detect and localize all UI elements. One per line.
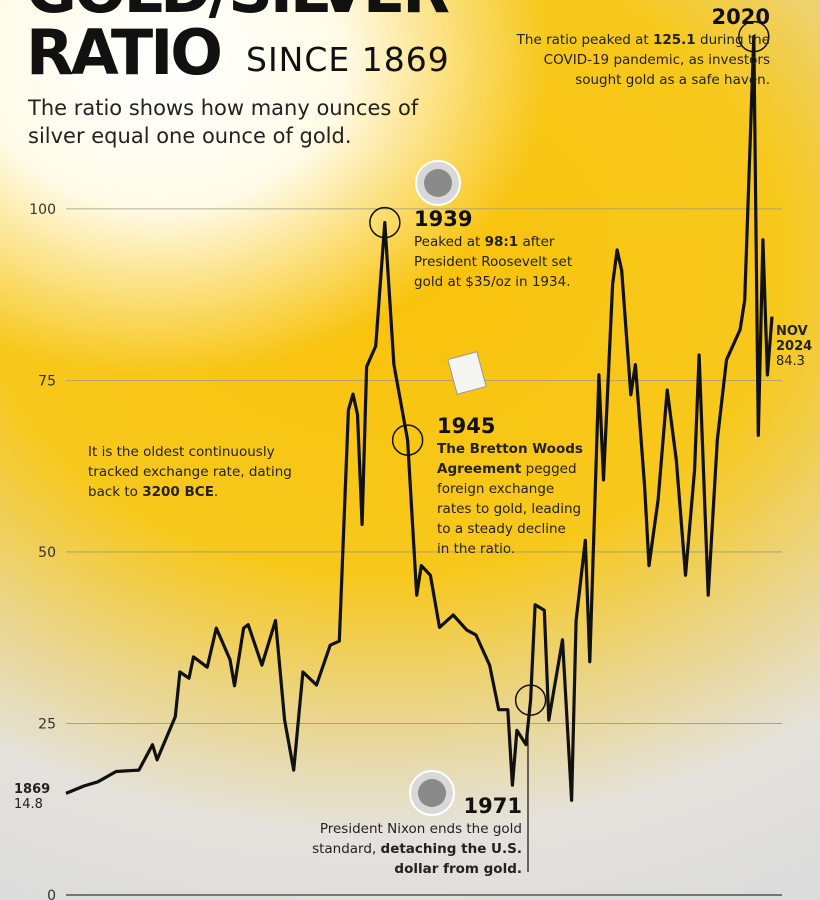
annotation-text: foreign exchange: [437, 481, 555, 497]
start-value: 14.8: [14, 797, 43, 812]
title: GOLD/SILVER: [26, 0, 450, 22]
start-label: 1869 14.8: [14, 782, 50, 812]
annotation-text: Peaked at: [414, 234, 485, 250]
annotation-text: President Roosevelt set: [414, 254, 573, 270]
annotation-text: .: [213, 484, 219, 500]
annotation-line: gold at $35/oz in 1934.: [414, 272, 572, 292]
annotation-line: The ratio peaked at 125.1 during the: [517, 30, 770, 50]
document-icon: [447, 351, 487, 395]
annotation-text: President Nixon ends the gold: [319, 821, 522, 837]
annotation-line: standard, detaching the U.S.: [312, 839, 522, 859]
annotation-text: back to: [88, 484, 143, 500]
annotation: 1945 The Bretton Woods Agreement pegged for…: [437, 413, 583, 559]
annotation-year: 2020: [711, 5, 770, 29]
annotation-line: President Nixon ends the gold: [312, 819, 522, 839]
annotation: 2020 The ratio peaked at 125.1 during the…: [517, 4, 770, 90]
annotation-text: It is the oldest continuously: [88, 444, 275, 460]
y-tick-label: 0: [47, 888, 56, 900]
end-label: NOV 2024 84.3: [776, 324, 820, 369]
annotation-line: tracked exchange rate, dating: [88, 462, 292, 482]
annotation: 1939 Peaked at 98:1 after President Roosev…: [414, 206, 572, 292]
coin-portrait: [418, 779, 446, 807]
annotation-text: during the: [695, 32, 770, 48]
annotation-text: Agreement: [437, 461, 522, 477]
y-tick-label: 50: [38, 545, 56, 561]
annotation-line: rates to gold, leading: [437, 499, 583, 519]
annotation-year: 1939: [414, 207, 473, 231]
annotation-text: 3200 BCE: [142, 484, 214, 500]
end-value: 84.3: [776, 354, 805, 369]
annotation-text: after: [518, 234, 555, 250]
annotation-line: back to 3200 BCE.: [88, 482, 292, 502]
annotation-line: Peaked at 98:1 after: [414, 232, 572, 252]
annotation-year: 1971: [463, 794, 522, 818]
annotation-line: dollar from gold.: [312, 859, 522, 879]
annotation-line: foreign exchange: [437, 479, 583, 499]
axis-layer: 0 25 50 75 100: [29, 202, 782, 900]
highlight-circle: [369, 206, 401, 239]
highlight-circle: [738, 20, 770, 53]
annotation-text: in the ratio.: [437, 541, 516, 557]
annotation-text: rates to gold, leading: [437, 501, 582, 517]
y-tick-label: 100: [29, 202, 56, 218]
highlight-circle: [514, 684, 547, 716]
y-tick-label: 75: [38, 373, 56, 389]
end-date: NOV 2024: [776, 324, 813, 354]
annotation: It is the oldest continuously tracked exc…: [88, 442, 292, 502]
annotation-text: COVID-19 pandemic, as investors: [543, 52, 770, 68]
annotation-line: sought gold as a safe haven.: [517, 70, 770, 90]
annotation: 1971 President Nixon ends the gold standar…: [312, 793, 522, 879]
title-suffix: SINCE 1869: [246, 40, 450, 79]
annotation-text: The Bretton Woods: [437, 441, 583, 457]
annotation-line: COVID-19 pandemic, as investors: [517, 50, 770, 70]
annotation-line: to a steady decline: [437, 519, 583, 539]
annotation-year: 1945: [437, 414, 496, 438]
annotation-line: in the ratio.: [437, 539, 583, 559]
annotation-line: President Roosevelt set: [414, 252, 572, 272]
y-tick-label: 25: [38, 716, 56, 732]
annotation-text: detaching the U.S.: [380, 841, 522, 857]
annotation-text: 98:1: [484, 234, 519, 250]
annotation-line: The Bretton Woods: [437, 439, 583, 459]
coin-portrait: [424, 169, 452, 197]
annotation-text: dollar from gold.: [394, 861, 522, 877]
annotation-text: standard,: [312, 841, 381, 857]
annotation-line: Agreement pegged: [437, 459, 583, 479]
title: RATIO: [26, 16, 223, 89]
subtitle: The ratio shows how many ounces of silve…: [28, 96, 419, 148]
annotation-text: gold at $35/oz in 1934.: [414, 274, 571, 290]
start-year: 1869: [14, 782, 51, 797]
annotation-text: pegged: [521, 461, 577, 477]
annotation-text: The ratio peaked at: [516, 32, 653, 48]
annotation-text: tracked exchange rate, dating: [88, 464, 292, 480]
annotation-line: It is the oldest continuously: [88, 442, 292, 462]
highlight-circle: [391, 424, 424, 456]
annotation-text: to a steady decline: [437, 521, 566, 537]
annotation-text: sought gold as a safe haven.: [575, 72, 770, 88]
annotation-text: 125.1: [653, 32, 696, 48]
data-line: [65, 35, 774, 802]
